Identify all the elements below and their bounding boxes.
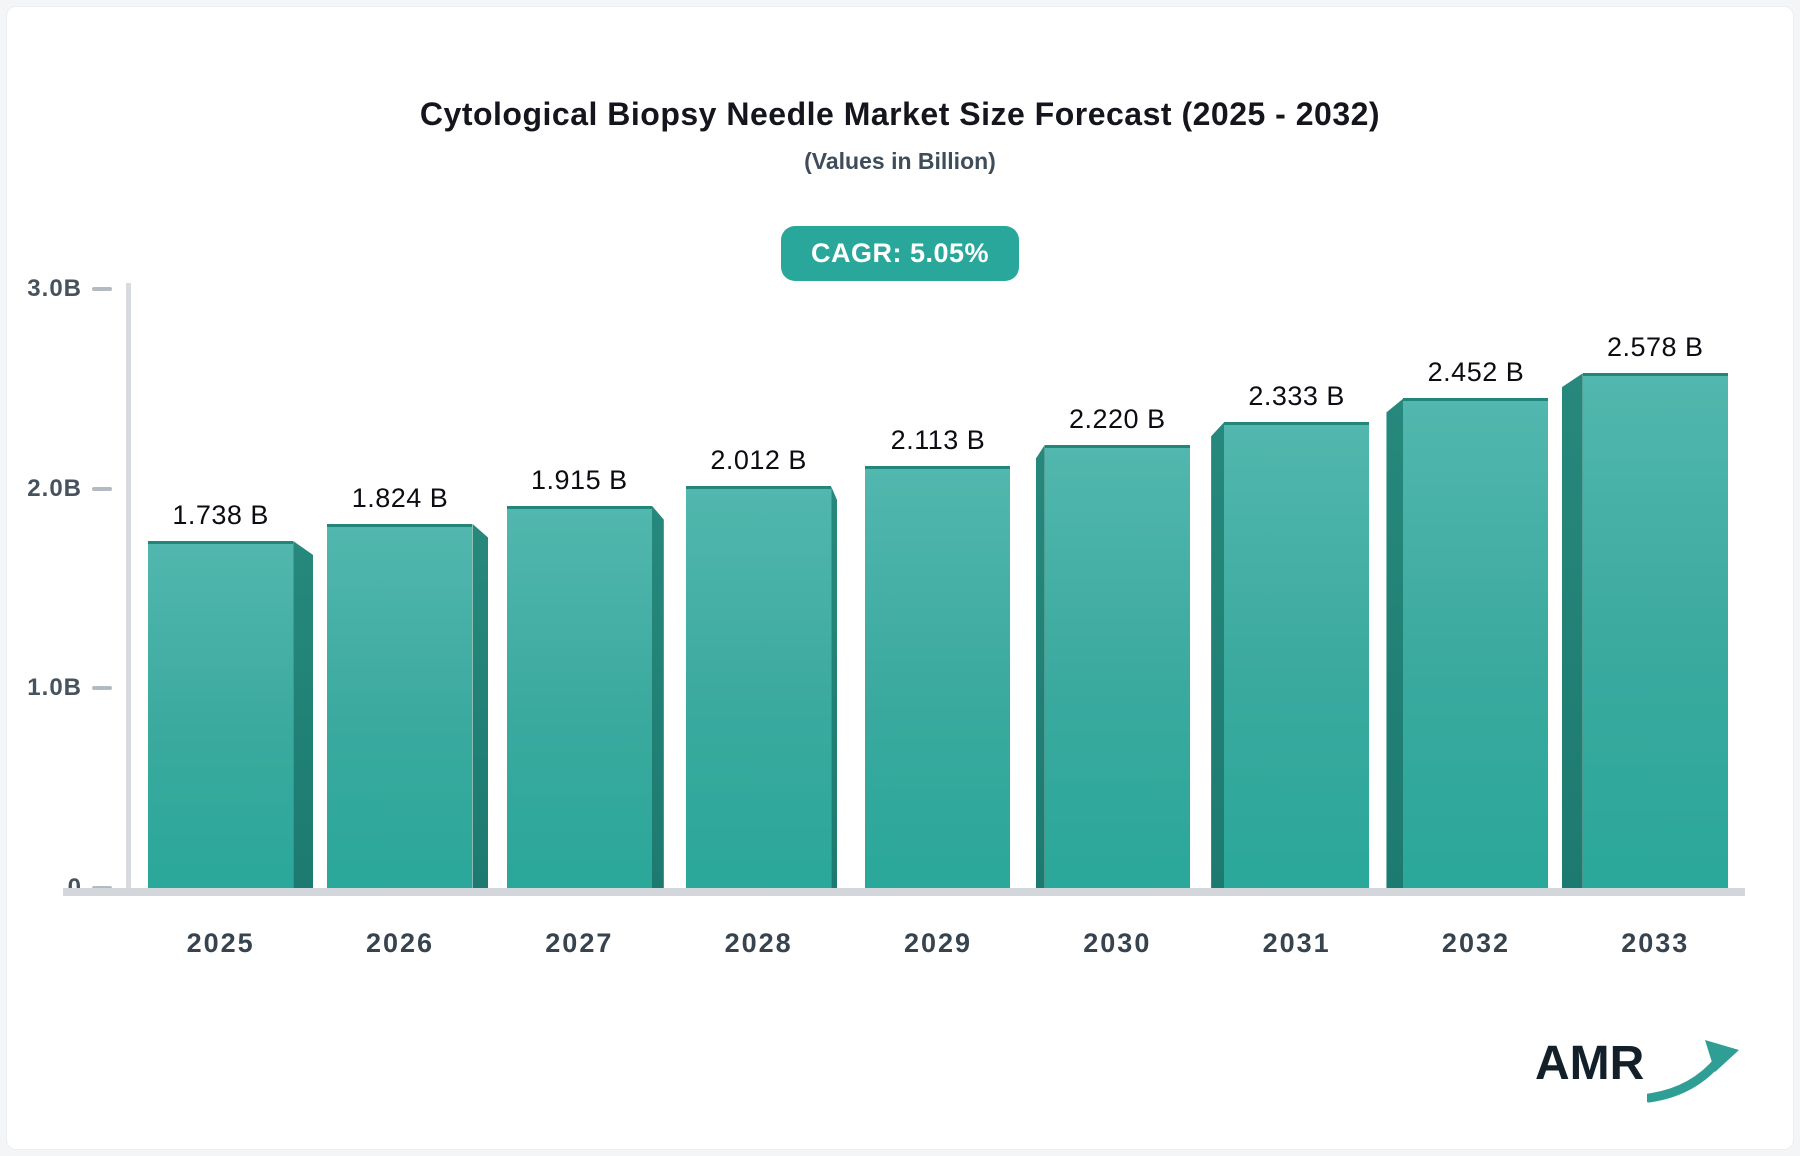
y-tick-mark: [92, 486, 112, 491]
y-tick-mark: [92, 686, 112, 691]
bar-slot: 2.220 B: [1028, 289, 1207, 888]
bar-value-label: 1.824 B: [351, 482, 449, 513]
y-tick-label: 2.0B: [27, 474, 82, 502]
bar-3d-side: [651, 505, 664, 888]
bar-slot: 1.824 B: [310, 289, 489, 888]
bar-value-label: 1.915 B: [531, 464, 628, 495]
x-tick-label-2029: 2029: [903, 928, 973, 958]
bar-value-label: 2.452 B: [1427, 357, 1525, 388]
x-tick-label-2025: 2025: [186, 928, 255, 958]
y-axis: 3.0B2.0B1.0B0: [0, 275, 131, 901]
y-tick-label: 1.0B: [27, 674, 82, 702]
bar-2032[interactable]: 2.452 B: [1386, 357, 1549, 888]
bar-slot: 1.915 B: [490, 289, 669, 888]
y-tick-label: 3.0B: [27, 275, 82, 302]
bar-value-label: 2.113 B: [890, 425, 986, 456]
growth-arrow-icon: [1647, 1040, 1739, 1103]
bar-value-label: 2.578 B: [1606, 332, 1704, 363]
bar-slot: 2.333 B: [1207, 289, 1386, 888]
x-tick-label-2033: 2033: [1621, 928, 1690, 958]
y-tick-mark: [92, 287, 112, 291]
bar-2028[interactable]: 2.012 B: [686, 445, 838, 888]
x-tick-label-2027: 2027: [545, 928, 614, 958]
bar-3d-side: [831, 486, 838, 888]
y-axis-line: [126, 283, 131, 888]
x-tick-label-2032: 2032: [1441, 928, 1510, 958]
cagr-badge: CAGR: 5.05%: [780, 226, 1020, 281]
bar-value-label: 2.012 B: [710, 445, 807, 476]
bar-value-label: 2.333 B: [1248, 381, 1345, 412]
bar-2029[interactable]: 2.113 B: [865, 425, 1011, 888]
bar-value-label: 2.220 B: [1069, 403, 1166, 434]
chart-subtitle: (Values in Billion): [804, 148, 996, 174]
bar-3d-side: [1211, 422, 1225, 888]
x-tick-label-2031: 2031: [1262, 928, 1331, 958]
bar-2031[interactable]: 2.333 B: [1211, 381, 1370, 888]
bar-2027[interactable]: 1.915 B: [506, 465, 664, 888]
bar-slot: 2.012 B: [669, 289, 848, 888]
bar-3d-side: [1386, 398, 1404, 888]
plot-area: 1.738 B 1.824 B 1.915 B 2.012 B 2.113 B 2.220…: [131, 289, 1745, 888]
x-axis-line: [63, 888, 1745, 896]
amr-logo-text: AMR: [1535, 1037, 1645, 1090]
chart-title: Cytological Biopsy Needle Market Size Fo…: [419, 96, 1381, 132]
x-tick-label-2026: 2026: [365, 928, 435, 958]
bar-slot: 2.578 B: [1561, 289, 1745, 888]
amr-logo: AMR: [1535, 1036, 1739, 1116]
x-tick-label-2030: 2030: [1083, 928, 1152, 958]
bar-slot: 1.738 B: [131, 289, 314, 888]
bar-value-label: 1.738 B: [172, 499, 269, 530]
bar-3d-side: [472, 523, 489, 888]
bar-3d-side: [293, 540, 314, 888]
bar-2033[interactable]: 2.578 B: [1561, 332, 1728, 888]
x-axis-labels: 2025 2026 2027 2028 2029 2030 2031 2032 2033: [131, 928, 1745, 959]
cagr-badge-wrap: CAGR: 5.05%: [0, 226, 1800, 281]
bar-3d-side: [1035, 444, 1045, 888]
bar-slot: 2.452 B: [1386, 289, 1565, 888]
bar-2025[interactable]: 1.738 B: [148, 500, 314, 888]
x-tick-label-2028: 2028: [724, 928, 793, 958]
bar-2026[interactable]: 1.824 B: [327, 483, 489, 888]
bar-2030[interactable]: 2.220 B: [1035, 404, 1190, 888]
bar-3d-side: [1561, 373, 1583, 888]
bar-slot: 2.113 B: [848, 289, 1027, 888]
